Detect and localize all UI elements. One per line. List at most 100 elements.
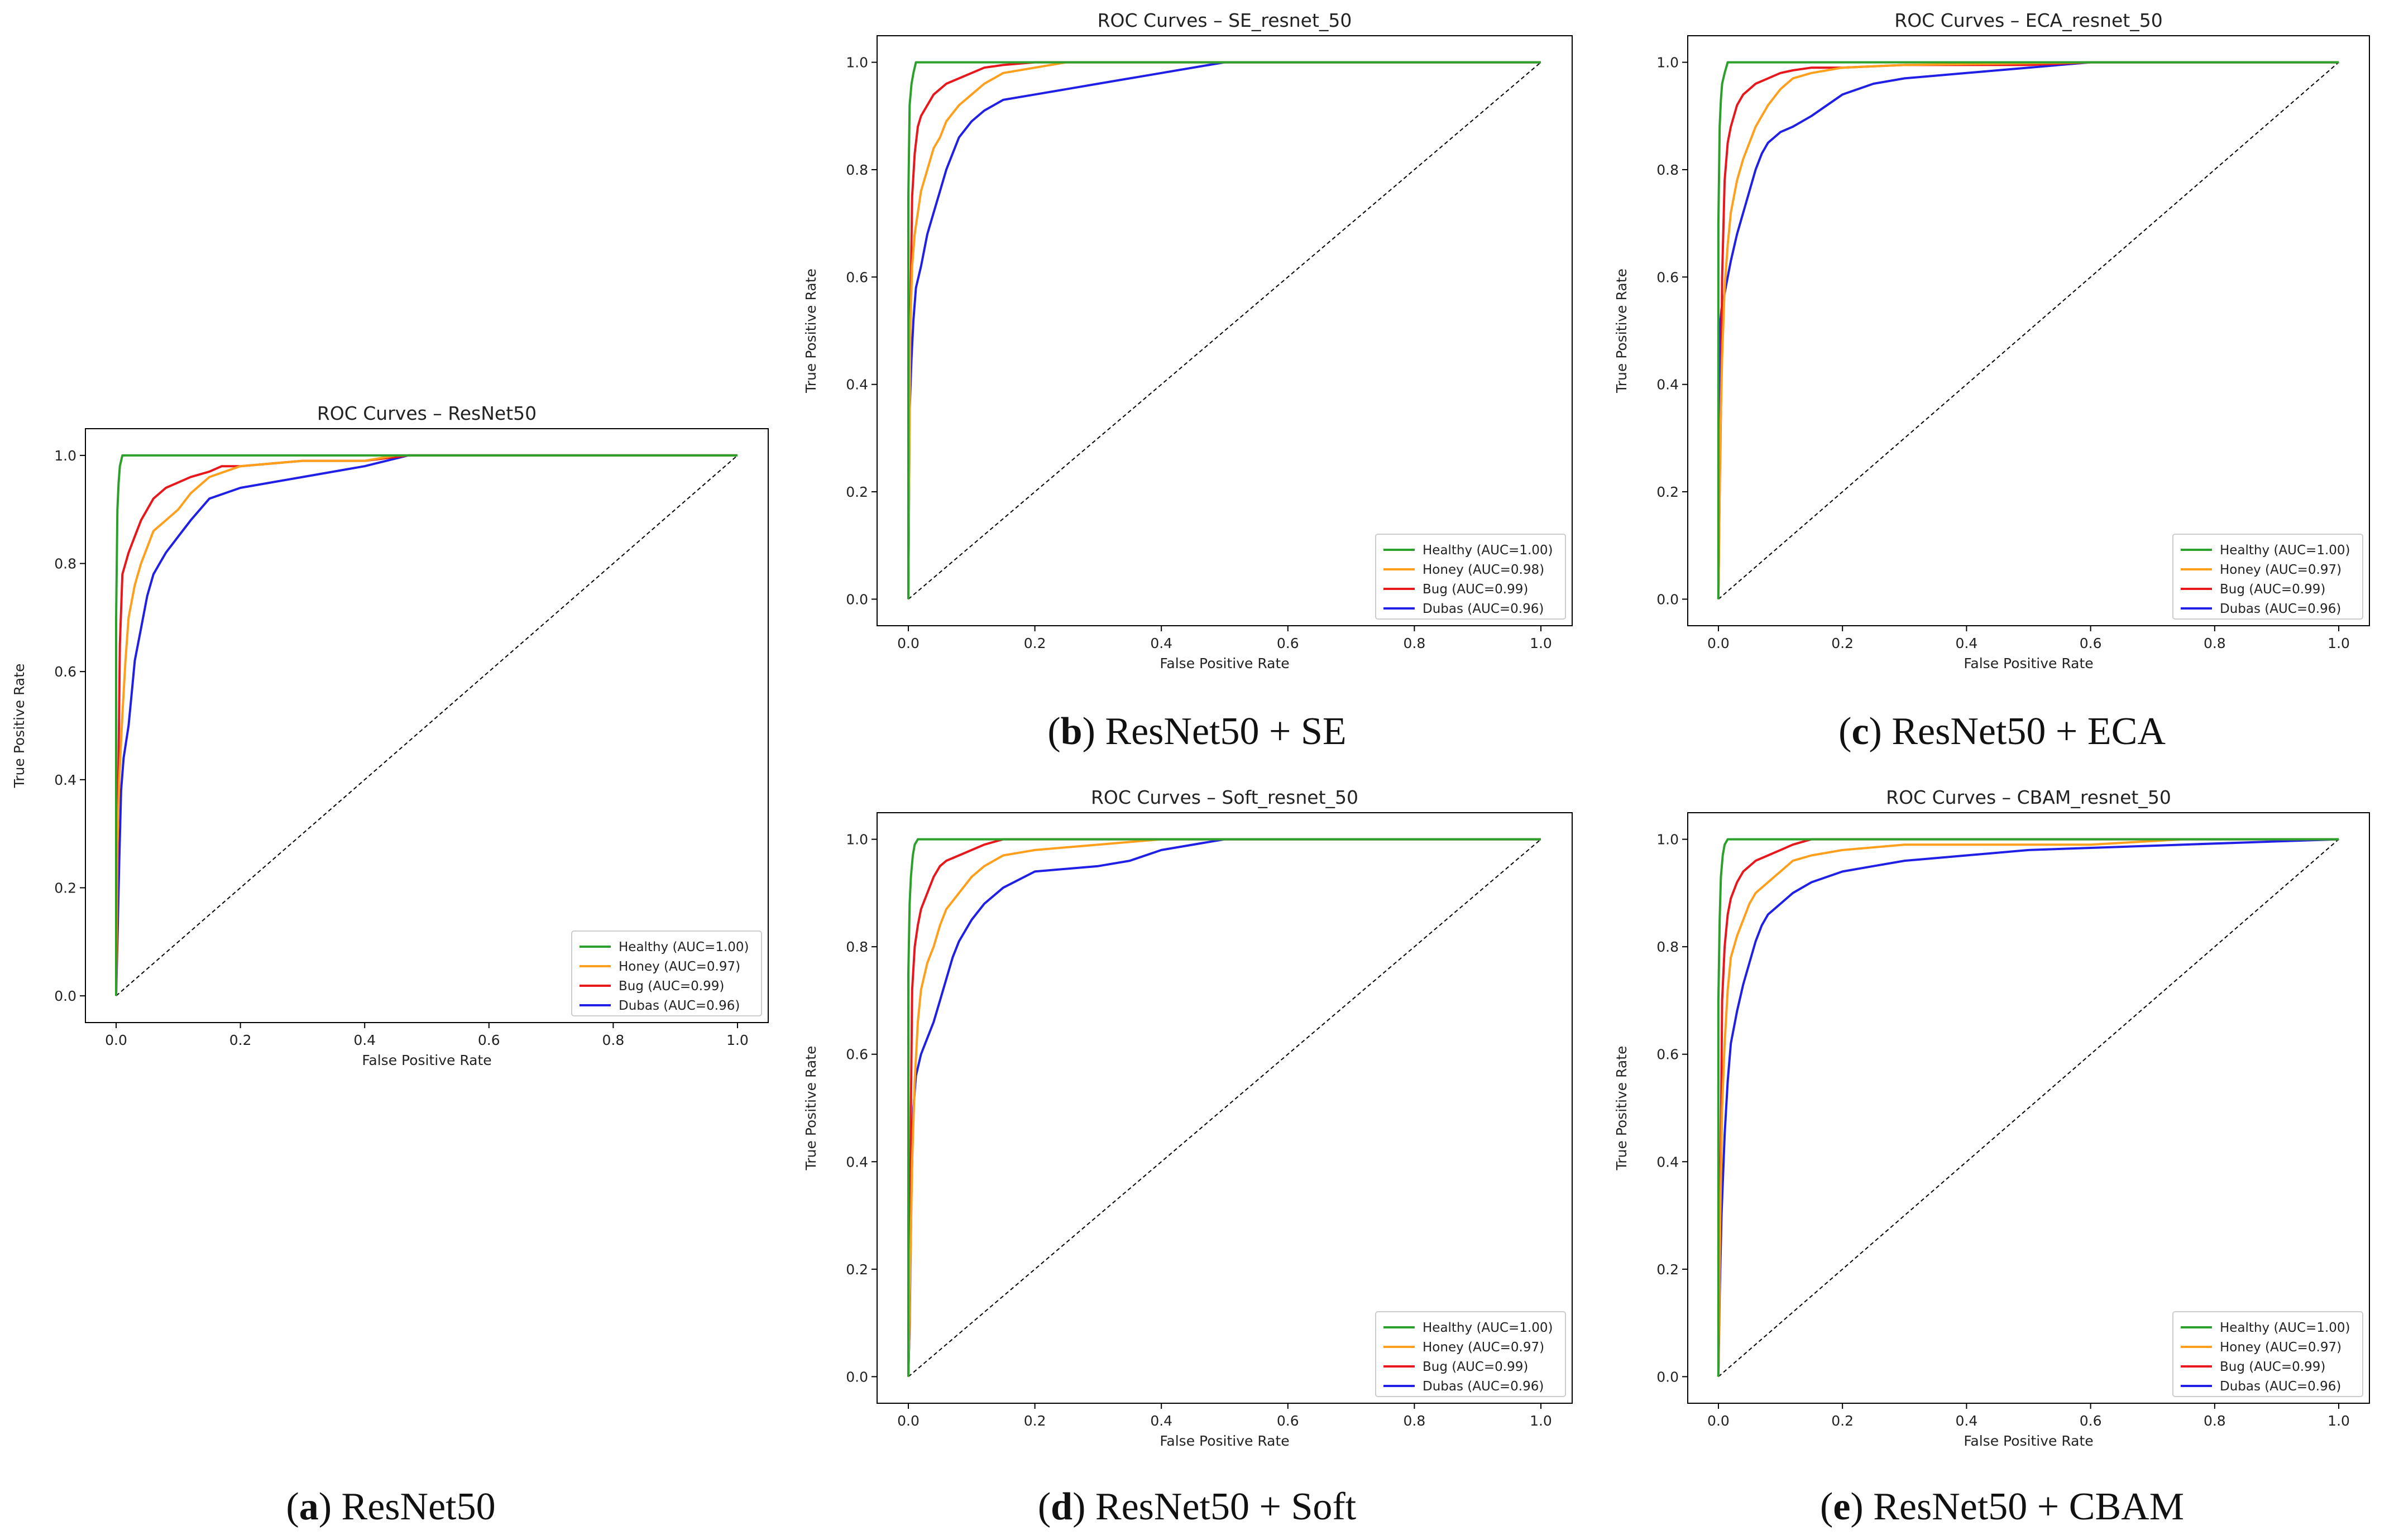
- legend-label: Bug (AUC=0.99): [1423, 582, 1528, 597]
- x-tick-label: 0.2: [1831, 635, 1854, 651]
- x-tick-label: 0.4: [1150, 635, 1172, 651]
- roc-curve-dubas: [115, 454, 738, 996]
- legend-label: Healthy (AUC=1.00): [2220, 1321, 2350, 1335]
- chance-diagonal-line: [908, 61, 1541, 600]
- legend-label: Dubas (AUC=0.96): [2220, 1379, 2341, 1394]
- plot-frame: [1687, 812, 2370, 1404]
- y-tick-label: 0.6: [54, 664, 76, 680]
- charts-layer: ROC Curves – ResNet50 0.0 0.2 0.4 0.6 0.8 1.0 0…: [11, 9, 2370, 1449]
- x-tick-label: 0.0: [1707, 1413, 1730, 1429]
- x-tick-label: 0.0: [105, 1032, 127, 1048]
- roc-curve-dubas: [1717, 838, 2339, 1377]
- y-axis-label: True Positive Rate: [803, 1046, 819, 1171]
- x-tick-label: 1.0: [726, 1032, 749, 1048]
- x-tick-label: 0.0: [897, 635, 920, 651]
- y-tick-label: 0.8: [846, 162, 868, 178]
- chart-title: ROC Curves – SE_resnet_50: [1098, 9, 1352, 31]
- x-tick-label: 0.4: [1150, 1413, 1172, 1429]
- chance-diagonal-line: [116, 455, 738, 996]
- legend-label: Healthy (AUC=1.00): [619, 940, 749, 954]
- panel-caption: (a) ResNet50: [286, 1485, 495, 1528]
- plot-frame: [877, 812, 1573, 1404]
- x-axis-label: False Positive Rate: [1964, 655, 2093, 671]
- y-tick-label: 0.6: [846, 269, 868, 285]
- y-tick-label: 0.2: [846, 1261, 868, 1278]
- caption-text: ) ResNet50 + CBAM: [1850, 1485, 2184, 1528]
- y-tick-label: 0.4: [1656, 1154, 1679, 1170]
- roc-curve-dubas: [1717, 61, 2339, 599]
- x-tick-label: 0.8: [2204, 1413, 2226, 1429]
- x-axis-label: False Positive Rate: [362, 1052, 491, 1068]
- roc-chart-5: ROC Curves – CBAM_resnet_50 0.0 0.2 0.4 0.6 0…: [1613, 786, 2370, 1449]
- roc-chart-2: ROC Curves – SE_resnet_50 0.0 0.2 0.4 0.6 0.8…: [803, 9, 1573, 671]
- caption-text: ) ResNet50: [319, 1485, 496, 1528]
- x-tick-label: 0.4: [353, 1032, 376, 1048]
- legend-label: Honey (AUC=0.98): [1423, 563, 1544, 577]
- roc-curve-honey: [907, 838, 1541, 1377]
- legend-label: Dubas (AUC=0.96): [1423, 1379, 1544, 1394]
- x-tick-label: 0.8: [2204, 635, 2226, 651]
- roc-curve-bug: [907, 61, 1541, 599]
- chance-diagonal-line: [908, 838, 1541, 1378]
- y-tick-label: 1.0: [54, 448, 76, 464]
- x-tick-label: 0.6: [2080, 1413, 2102, 1429]
- plot-frame: [85, 428, 769, 1023]
- y-axis-label: True Positive Rate: [11, 664, 27, 789]
- y-tick-label: 1.0: [846, 832, 868, 848]
- caption-letter: e: [1833, 1485, 1850, 1528]
- y-tick-label: 0.2: [846, 484, 868, 500]
- y-tick-label: 0.0: [1656, 1369, 1679, 1385]
- legend-label: Healthy (AUC=1.00): [2220, 543, 2350, 558]
- legend-label: Bug (AUC=0.99): [2220, 1360, 2325, 1374]
- y-tick-label: 0.0: [846, 591, 868, 607]
- legend-label: Dubas (AUC=0.96): [2220, 602, 2341, 616]
- caption-open-paren: (: [1838, 710, 1851, 753]
- legend-label: Dubas (AUC=0.96): [1423, 602, 1544, 616]
- x-tick-label: 0.8: [1404, 635, 1426, 651]
- roc-curve-honey: [115, 454, 738, 996]
- caption-open-paren: (: [286, 1485, 299, 1528]
- caption-letter: a: [299, 1485, 319, 1528]
- x-tick-label: 0.4: [1956, 1413, 1978, 1429]
- legend-label: Healthy (AUC=1.00): [1423, 543, 1553, 558]
- y-tick-label: 1.0: [846, 55, 868, 71]
- caption-letter: d: [1051, 1485, 1072, 1528]
- x-tick-label: 0.8: [602, 1032, 624, 1048]
- y-tick-label: 0.0: [846, 1369, 868, 1385]
- y-tick-label: 0.8: [846, 939, 868, 955]
- roc-curve-healthy: [907, 838, 1541, 1377]
- y-tick-label: 0.4: [1656, 377, 1679, 393]
- legend-label: Honey (AUC=0.97): [2220, 563, 2341, 577]
- y-axis-label: True Positive Rate: [1613, 1046, 1630, 1171]
- plot-frame: [877, 35, 1573, 626]
- chance-diagonal-line: [1718, 838, 2339, 1378]
- caption-open-paren: (: [1820, 1485, 1833, 1528]
- legend-box: [1375, 534, 1566, 620]
- captions-layer: (a) ResNet50(b) ResNet50 + SE (c) ResNet5…: [286, 710, 2184, 1528]
- panel-caption: (d) ResNet50 + Soft: [1038, 1485, 1357, 1528]
- roc-curve-healthy: [1717, 838, 2339, 1377]
- x-tick-label: 0.8: [1404, 1413, 1426, 1429]
- chart-title: ROC Curves – ResNet50: [317, 402, 537, 424]
- chart-title: ROC Curves – CBAM_resnet_50: [1886, 786, 2171, 808]
- y-tick-label: 0.6: [1656, 269, 1679, 285]
- roc-curve-healthy: [1717, 61, 2339, 599]
- x-axis-label: False Positive Rate: [1160, 1433, 1289, 1449]
- legend-box: [1375, 1311, 1566, 1397]
- y-tick-label: 0.4: [54, 772, 76, 788]
- legend-label: Honey (AUC=0.97): [1423, 1340, 1544, 1355]
- x-tick-label: 0.6: [2080, 635, 2102, 651]
- chance-diagonal-line: [1718, 61, 2339, 600]
- x-axis-label: False Positive Rate: [1160, 655, 1289, 671]
- legend-box: [571, 930, 762, 1016]
- roc-curve-honey: [1717, 838, 2339, 1377]
- legend-label: Bug (AUC=0.99): [619, 979, 724, 994]
- x-tick-label: 1.0: [2328, 635, 2350, 651]
- legend-label: Dubas (AUC=0.96): [619, 999, 740, 1013]
- x-tick-label: 0.0: [897, 1413, 920, 1429]
- x-tick-label: 1.0: [2328, 1413, 2350, 1429]
- y-tick-label: 1.0: [1656, 832, 1679, 848]
- caption-letter: b: [1061, 710, 1083, 753]
- legend-box: [2172, 534, 2363, 620]
